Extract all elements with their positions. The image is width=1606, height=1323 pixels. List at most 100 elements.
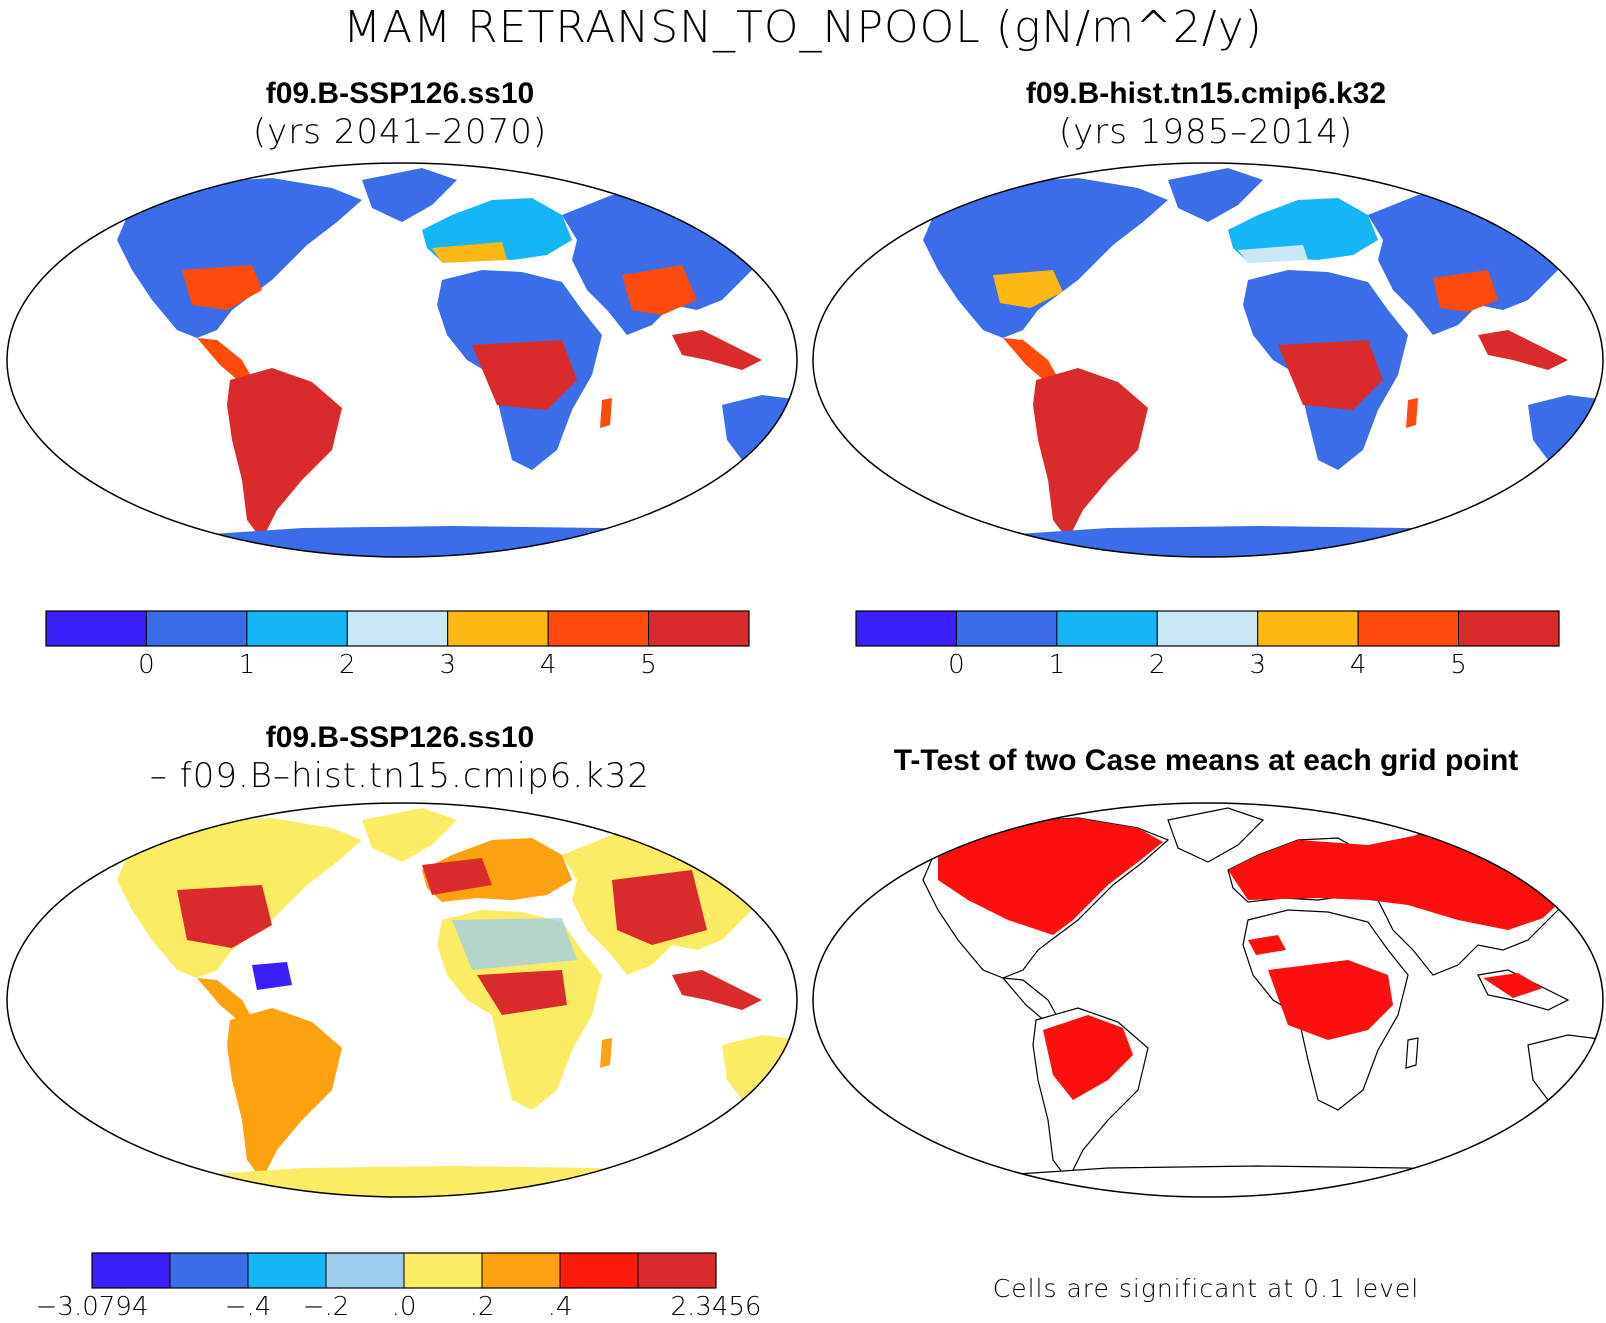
diff-south-america [227,1008,342,1180]
case2-east-asia-high [1433,270,1498,312]
colorbar-case1-label-2: 2 [339,650,356,680]
case1-asia [562,188,792,335]
colorbar-difference-label-2: −.2 [303,1292,350,1322]
ttest-map-border [812,802,1604,1198]
case2-greenland [1168,168,1263,222]
panel-title-case2-line1: f09.B-hist.tn15.cmip6.k32 [1025,77,1387,110]
case1-madagascar [600,398,612,428]
colorbar-case1-label-4: 4 [540,650,557,680]
colorbar-case1-cell-3 [346,610,449,647]
colorbar-case1-cell-4 [447,610,549,647]
map-case1 [6,162,798,558]
case2-australia [1528,395,1603,470]
case2-map-border [812,162,1604,558]
case1-central-america [197,338,252,382]
ttest-sig-sahara-patch [1248,935,1286,955]
panel-title-case1-line1: f09.B-SSP126.ss10 [265,77,535,110]
colorbar-case1-cell-1 [145,610,248,647]
map-difference [6,802,798,1198]
colorbar-difference-label-3: .0 [392,1292,417,1322]
diff-indonesia [672,970,762,1010]
colorbar-case1-cell-2 [246,610,348,647]
ttest-australia-outline [1527,1034,1603,1111]
colorbar-case2-label-0: 0 [948,650,965,680]
colorbar-difference-cell-6 [559,1252,639,1289]
panel-title-difference-line2: – f09.B–hist.tn15.cmip6.k32 [149,756,651,796]
colorbar-difference-label-6: 2.3456 [671,1292,762,1322]
ttest-sig-indonesia [1483,973,1543,998]
main-title: MAM RETRANSN_TO_NPOOL (gN/m^2/y) [343,2,1263,53]
case2-central-africa-high [1278,340,1383,410]
colorbar-difference-cell-2 [247,1252,327,1289]
colorbar-difference-label-4: .2 [470,1292,495,1322]
colorbar-difference-cell-1 [169,1252,249,1289]
panel-title-case1-line2: (yrs 2041–2070) [252,112,548,152]
diff-europe-high [422,858,492,895]
colorbar-case1: 0 1 2 3 4 5 [45,610,750,680]
ttest-sig-north-america [938,818,1163,935]
diff-madagascar [600,1038,612,1068]
diff-greenland [362,808,457,862]
colorbar-case2-label-5: 5 [1450,650,1467,680]
colorbar-difference-label-1: −.4 [225,1292,272,1322]
diff-central-america [197,978,252,1022]
colorbar-case2-cell-2 [1056,610,1158,647]
colorbar-case2-label-4: 4 [1350,650,1367,680]
case2-south-america [1033,368,1148,540]
diff-us-east-high [177,885,272,948]
panel-title-case2-line2: (yrs 1985–2014) [1058,112,1354,152]
case2-north-america [923,178,1168,338]
colorbar-case2-label-3: 3 [1249,650,1266,680]
diff-sahara-low [452,918,577,970]
colorbar-difference-label-5: .4 [548,1292,573,1322]
colorbar-case2-label-1: 1 [1049,650,1066,680]
case1-indonesia [672,330,762,370]
colorbar-case2-cell-6 [1458,610,1560,647]
colorbar-difference: −3.0794 −.4 −.2 .0 .2 .4 2.3456 [36,1252,762,1322]
case1-south-america [227,368,342,540]
colorbar-case2-cell-4 [1257,610,1359,647]
difference-map-border [6,802,798,1198]
ttest-madagascar-outline [1405,1037,1419,1069]
map-ttest [812,802,1604,1198]
case1-north-america [117,178,362,338]
ttest-significance-note: Cells are significant at 0.1 level [992,1274,1420,1303]
colorbar-difference-cell-7 [637,1252,717,1289]
colorbar-case1-label-5: 5 [640,650,657,680]
case1-central-africa-high [472,340,577,410]
colorbar-case2-cell-5 [1357,610,1460,647]
panel-title-difference: f09.B-SSP126.ss10 – f09.B–hist.tn15.cmip… [0,720,800,796]
case1-europe-mid [432,242,507,263]
case1-us-southeast-high [182,265,262,310]
colorbar-difference-cell-0 [91,1252,171,1289]
case2-europe-mid [1238,245,1308,263]
colorbar-difference-cell-3 [325,1252,405,1289]
panel-title-ttest: T-Test of two Case means at each grid po… [893,744,1519,777]
colorbar-case2-cell-0 [855,610,957,647]
colorbar-case1-label-3: 3 [439,650,456,680]
case1-east-asia-high [622,265,697,315]
ttest-sig-south-america [1043,1015,1133,1100]
colorbar-difference-label-0: −3.0794 [36,1292,149,1322]
colorbar-case2-label-2: 2 [1149,650,1166,680]
ttest-sig-africa [1268,960,1393,1040]
diff-central-africa-high [477,970,567,1015]
colorbar-case2: 0 1 2 3 4 5 [855,610,1560,680]
panel-title-difference-line1: f09.B-SSP126.ss10 [265,721,535,754]
colorbar-case2-cell-3 [1156,610,1259,647]
case2-us-southeast-high [993,270,1063,308]
colorbar-difference-cell-5 [481,1252,561,1289]
ttest-antarctica-outline [957,1165,1509,1197]
case2-madagascar [1406,398,1418,428]
colorbar-case1-label-0: 0 [138,650,155,680]
case1-antarctica [152,526,702,557]
case2-antarctica [958,526,1508,557]
case2-asia [1368,188,1598,335]
colorbar-case1-cell-0 [45,610,147,647]
ttest-central-america-outline [1002,977,1059,1023]
colorbar-case1-cell-5 [547,610,650,647]
colorbar-case1-label-1: 1 [239,650,256,680]
panel-title-case1: f09.B-SSP126.ss10 (yrs 2041–2070) [0,76,800,152]
colorbar-case1-cell-6 [648,610,750,647]
